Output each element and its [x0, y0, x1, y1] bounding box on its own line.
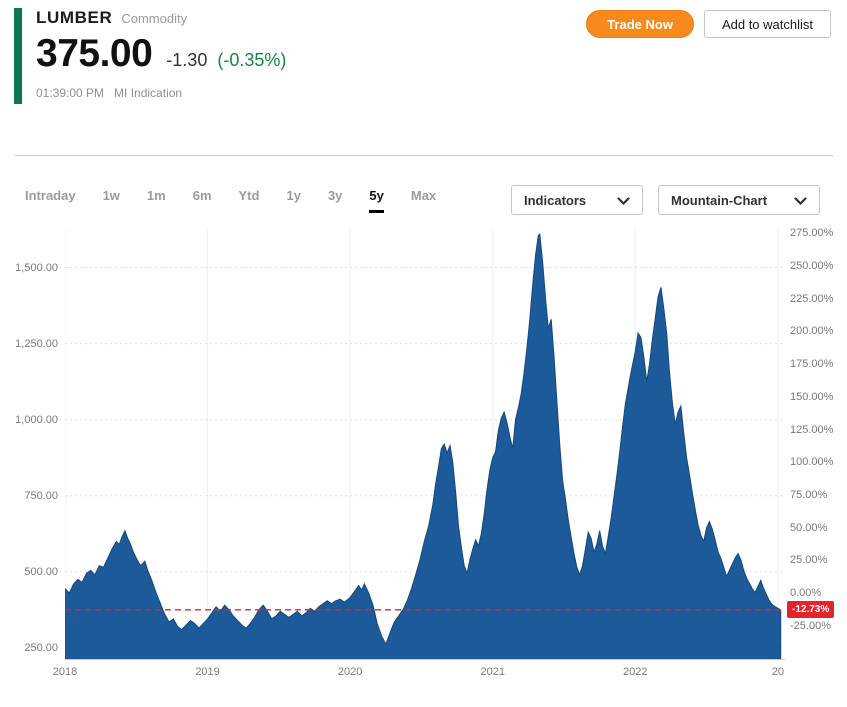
y-axis-right-label: 75.00%	[790, 488, 828, 501]
header-actions: Trade Now Add to watchlist	[586, 10, 831, 38]
x-axis-year-label: 2020	[337, 666, 363, 678]
x-axis-year-label: 2021	[480, 666, 505, 678]
tab-6m[interactable]: 6m	[192, 188, 212, 203]
y-axis-right-label: 275.00%	[790, 227, 834, 240]
y-axis-right-label: 0.00%	[790, 587, 822, 600]
y-axis-right-label: 100.00%	[790, 456, 834, 469]
indicators-dropdown[interactable]: Indicators	[511, 185, 643, 215]
time-range-tabs: Intraday 1w 1m 6m Ytd 1y 3y 5y Max	[25, 188, 436, 213]
y-axis-right-label: 50.00%	[790, 521, 828, 534]
indicators-dropdown-label: Indicators	[524, 192, 587, 208]
y-axis-left-label: 250.00	[24, 641, 58, 654]
current-price: 375.00	[36, 32, 153, 75]
y-axis-right-label: 250.00%	[790, 260, 834, 273]
y-axis-right-label: 175.00%	[790, 358, 834, 371]
mountain-chart-svg	[64, 228, 785, 661]
tab-1y[interactable]: 1y	[286, 188, 301, 203]
add-to-watchlist-button[interactable]: Add to watchlist	[703, 10, 831, 38]
x-axis-year-label: 2018	[52, 666, 78, 678]
tab-5y[interactable]: 5y	[369, 188, 384, 213]
y-axis-right-label: 125.00%	[790, 423, 834, 436]
y-axis-right-percent: 275.00% 250.00% 225.00% 200.00% 175.00% 150.0…	[790, 226, 833, 662]
y-axis-right-label: -25.00%	[790, 619, 831, 632]
chart-type-dropdown[interactable]: Mountain-Chart	[658, 185, 820, 215]
current-change-badge: -12.73%	[787, 600, 835, 618]
y-axis-left-label: 1,500.00	[15, 261, 58, 274]
tab-1m[interactable]: 1m	[146, 188, 166, 203]
tab-max[interactable]: Max	[410, 188, 437, 203]
header-divider	[14, 155, 833, 156]
price-change: -1.30	[166, 50, 208, 70]
quote-source: MI Indication	[114, 86, 183, 100]
accent-bar	[14, 8, 22, 104]
x-axis-year-label: 2022	[623, 666, 648, 678]
y-axis-right-label: 225.00%	[790, 292, 834, 305]
instrument-type-label: Commodity	[121, 11, 188, 26]
quote-header: LUMBER Commodity 375.00 -1.30 (-0.35%) 0…	[0, 0, 847, 150]
chart-plot-area[interactable]	[64, 228, 785, 661]
chart-type-dropdown-label: Mountain-Chart	[671, 192, 768, 208]
x-axis-year-label: 20	[771, 666, 784, 678]
tab-3y[interactable]: 3y	[327, 188, 343, 203]
y-axis-left-label: 500.00	[24, 565, 58, 578]
price-chart: 1,500.00 1,250.00 1,000.00 750.00 500.00 250.…	[14, 226, 835, 696]
x-axis-years: 2018 2019 2020 2021 2022 20	[14, 666, 833, 680]
y-axis-right-label: 25.00%	[790, 554, 828, 567]
x-axis-year-label: 2019	[195, 666, 220, 678]
y-axis-left-label: 750.00	[24, 489, 58, 502]
quote-time: 01:39:00 PM	[36, 86, 105, 100]
y-axis-left-label: 1,250.00	[15, 337, 58, 350]
y-axis-right-label: 200.00%	[790, 325, 834, 338]
tab-1w[interactable]: 1w	[102, 188, 120, 203]
trade-now-button[interactable]: Trade Now	[586, 10, 694, 38]
y-axis-right-label: 150.00%	[790, 390, 834, 403]
chevron-down-icon	[794, 193, 807, 208]
chevron-down-icon	[617, 193, 630, 208]
quote-info: LUMBER Commodity 375.00 -1.30 (-0.35%) 0…	[36, 8, 286, 100]
tab-ytd[interactable]: Ytd	[238, 188, 260, 203]
instrument-symbol: LUMBER	[36, 8, 113, 27]
chart-toolbar: Intraday 1w 1m 6m Ytd 1y 3y 5y Max Indicators Mo…	[14, 185, 833, 219]
price-change-percent: (-0.35%)	[217, 50, 287, 70]
y-axis-left-label: 1,000.00	[15, 413, 58, 426]
y-axis-left: 1,500.00 1,250.00 1,000.00 750.00 500.00 250.…	[14, 226, 59, 662]
tab-intraday[interactable]: Intraday	[25, 188, 76, 203]
